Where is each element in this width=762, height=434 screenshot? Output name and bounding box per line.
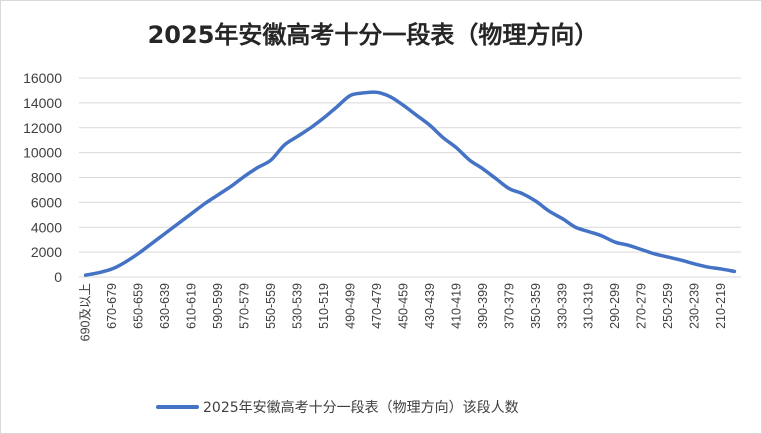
x-tick-label: 270-279: [635, 283, 649, 329]
data-point: [84, 274, 87, 277]
data-point: [720, 267, 723, 270]
x-tick-label: 510-519: [317, 283, 331, 329]
x-axis: 690及以上 670-679 650-659 630-639 610-619 590-59…: [79, 283, 729, 341]
y-tick-label: 10000: [23, 145, 62, 161]
x-tick-label: 430-439: [423, 283, 437, 329]
data-point: [428, 124, 431, 127]
data-point: [362, 91, 365, 94]
data-point: [587, 230, 590, 233]
data-point: [203, 202, 206, 205]
data-point: [296, 135, 299, 138]
x-tick-label: 490-499: [343, 283, 357, 329]
legend-label: 2025年安徽高考十分一段表（物理方向）该段人数: [203, 399, 519, 416]
y-tick-label: 14000: [23, 95, 62, 111]
x-tick-label: 310-319: [582, 283, 596, 329]
x-tick-label: 390-399: [476, 283, 490, 329]
data-point: [269, 159, 272, 162]
data-point: [389, 95, 392, 98]
x-tick-label: 470-479: [370, 283, 384, 329]
y-tick-label: 12000: [23, 120, 62, 136]
data-point: [561, 217, 564, 220]
data-point: [442, 136, 445, 139]
x-tick-label: 410-419: [449, 283, 463, 329]
x-tick-label: 670-679: [105, 283, 119, 329]
data-point: [693, 262, 696, 265]
series-layer: [83, 90, 737, 277]
data-point: [137, 252, 140, 255]
gridlines: [79, 77, 741, 278]
data-point: [164, 232, 167, 235]
data-point: [614, 241, 617, 244]
data-point: [534, 200, 537, 203]
legend: 2025年安徽高考十分一段表（物理方向）该段人数: [156, 399, 519, 416]
data-point: [706, 266, 709, 269]
data-point: [322, 116, 325, 119]
data-point: [336, 105, 339, 108]
y-tick-label: 8000: [31, 170, 62, 186]
x-tick-label: 370-379: [502, 283, 516, 329]
x-tick-label: 610-619: [185, 283, 199, 329]
data-point: [680, 259, 683, 262]
data-point: [521, 192, 524, 195]
data-point: [481, 167, 484, 170]
data-point: [283, 144, 286, 147]
x-tick-label: 650-659: [132, 283, 146, 329]
y-tick-label: 16000: [23, 70, 62, 86]
x-tick-label: 230-239: [688, 283, 702, 329]
x-tick-label: 350-359: [529, 283, 543, 329]
data-point: [733, 270, 736, 273]
y-tick-label: 0: [54, 269, 62, 285]
data-point: [243, 175, 246, 178]
data-point: [653, 252, 656, 255]
data-point: [190, 212, 193, 215]
data-point: [230, 185, 233, 188]
data-point: [150, 242, 153, 245]
x-tick-label: 630-639: [158, 283, 172, 329]
data-point: [600, 234, 603, 237]
y-tick-label: 2000: [31, 244, 62, 260]
data-point: [548, 210, 551, 213]
x-tick-label: 530-539: [290, 283, 304, 329]
y-axis: 0 2000 4000 6000 8000 10000 12000 14000 16000: [23, 70, 62, 285]
x-tick-label: 290-299: [608, 283, 622, 329]
y-tick-label: 4000: [31, 219, 62, 235]
x-tick-label: 250-259: [661, 283, 675, 329]
data-point: [415, 114, 418, 117]
x-tick-label: 330-339: [555, 283, 569, 329]
data-point: [309, 126, 312, 129]
data-point: [468, 159, 471, 162]
data-point: [508, 187, 511, 190]
data-point: [455, 146, 458, 149]
data-point: [495, 177, 498, 180]
data-point: [256, 166, 259, 169]
data-point: [177, 222, 180, 225]
data-point: [667, 256, 670, 259]
x-tick-label: 550-559: [264, 283, 278, 329]
data-point: [574, 226, 577, 229]
data-point: [640, 248, 643, 251]
data-point: [402, 104, 405, 107]
data-point: [349, 94, 352, 97]
x-tick-label: 590-599: [211, 283, 225, 329]
data-point: [97, 271, 100, 274]
series-line: [83, 90, 737, 277]
data-point: [375, 91, 378, 94]
data-point: [124, 261, 127, 264]
x-tick-label: 210-219: [714, 283, 728, 329]
data-point: [111, 267, 114, 270]
y-tick-label: 6000: [31, 194, 62, 210]
chart-title: 2025年安徽高考十分一段表（物理方向）: [148, 21, 599, 49]
x-tick-label: 450-459: [396, 283, 410, 329]
data-point: [217, 193, 220, 196]
x-tick-label: 690及以上: [79, 283, 93, 341]
data-point: [627, 244, 630, 247]
x-tick-label: 570-579: [238, 283, 252, 329]
